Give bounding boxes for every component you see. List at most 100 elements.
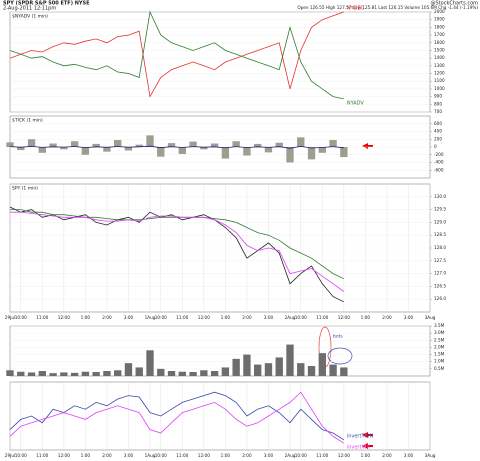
- y-tick-label: 128.5: [434, 232, 446, 237]
- x-tick-label: 12:00: [338, 453, 350, 458]
- y-tick-label: 126.0: [434, 296, 446, 301]
- bar: [92, 143, 100, 147]
- bar: [70, 372, 79, 376]
- y-tick-label: 127.5: [434, 258, 446, 263]
- x-tick-label: 1:00: [221, 315, 231, 320]
- bar: [254, 143, 262, 147]
- bar: [340, 147, 348, 158]
- x-tick-label: 12:00: [58, 453, 70, 458]
- y-tick-label: 900: [434, 94, 442, 99]
- bar: [318, 353, 326, 376]
- y-tick-label: 0.5M: [434, 366, 445, 371]
- bar: [17, 147, 25, 151]
- bar: [157, 147, 165, 157]
- series-label: invertVIX: [347, 445, 371, 451]
- x-tick-label: 11:00: [36, 315, 48, 320]
- bar: [243, 354, 251, 376]
- bar: [114, 140, 122, 147]
- bar: [146, 350, 154, 376]
- x-tick-label: 1:00: [81, 453, 91, 458]
- bar: [189, 141, 197, 147]
- bar: [286, 344, 294, 376]
- x-tick-label: 12:00: [58, 315, 70, 320]
- bar: [329, 364, 337, 376]
- bar: [60, 372, 68, 376]
- x-tick-label: 10:00: [15, 453, 27, 458]
- bar: [38, 371, 46, 376]
- bar: [49, 143, 57, 147]
- bar: [60, 147, 68, 150]
- x-tick-label: 2:00: [242, 315, 252, 320]
- bar: [167, 371, 176, 376]
- series-line: [9, 10, 344, 100]
- y-tick-label: 400: [434, 129, 442, 134]
- x-tick-label: 10:00: [155, 315, 167, 320]
- series-line: [9, 391, 345, 441]
- series-line: [9, 145, 344, 149]
- bar: [232, 141, 240, 147]
- panel-title: SPY (1 min): [12, 186, 38, 192]
- x-tick-label: 11:00: [176, 315, 188, 320]
- bar: [286, 147, 294, 163]
- y-tick-label: 2.0M: [434, 344, 445, 349]
- bar: [189, 372, 197, 376]
- bar: [6, 142, 14, 147]
- y-tick-label: 3.0M: [434, 330, 445, 335]
- y-tick-label: 1200: [434, 71, 445, 76]
- y-tick-label: 3.5M: [434, 323, 445, 328]
- arrow: [362, 143, 373, 149]
- y-tick-label: 1900: [434, 17, 445, 22]
- bar: [92, 372, 100, 376]
- x-tick-label: 2:00: [242, 453, 252, 458]
- y-tick-label: 600: [434, 121, 442, 126]
- bar: [200, 370, 208, 376]
- quote: Open 126.55 High 127.57 Low 125.81 Last …: [297, 5, 478, 10]
- y-tick-label: 800: [434, 101, 442, 106]
- series-line: [9, 11, 344, 98]
- bar: [210, 143, 219, 147]
- x-tick-label: 2Aug: [285, 453, 296, 458]
- y-tick-label: 2.5M: [434, 337, 445, 342]
- x-tick-label: 1:00: [361, 315, 371, 320]
- bar: [49, 373, 57, 376]
- y-tick-label: 0: [434, 144, 437, 149]
- x-tick-label: 10:00: [15, 315, 27, 320]
- bar: [178, 371, 186, 376]
- x-tick-label: 2:00: [102, 453, 112, 458]
- x-tick-label: 3:00: [264, 453, 274, 458]
- x-tick-label: 3:00: [264, 315, 274, 320]
- y-tick-label: -400: [434, 160, 444, 165]
- bar: [264, 363, 273, 376]
- bar: [27, 372, 36, 376]
- x-tick-label: 1Aug: [145, 315, 156, 320]
- y-tick-label: 1000: [434, 86, 445, 91]
- series-label: invertTRIN: [347, 433, 374, 439]
- bar: [297, 137, 305, 147]
- bar: [297, 363, 305, 376]
- bar: [243, 147, 251, 156]
- y-tick-label: 1600: [434, 40, 445, 45]
- bar: [124, 363, 133, 376]
- x-tick-label: 3:00: [124, 315, 134, 320]
- bar: [6, 370, 14, 376]
- y-tick-label: 126.5: [434, 283, 446, 288]
- bar: [27, 139, 36, 147]
- y-tick-label: 1400: [434, 55, 445, 60]
- x-tick-label: 11:00: [36, 453, 48, 458]
- bar: [81, 371, 90, 376]
- bar: [81, 147, 90, 155]
- y-tick-label: 200: [434, 136, 442, 141]
- x-tick-label: 11:00: [316, 453, 328, 458]
- bar: [167, 143, 176, 147]
- x-tick-label: 29Jul: [5, 315, 15, 320]
- bar: [146, 135, 154, 147]
- bar: [103, 371, 111, 376]
- x-tick-label: 1:00: [221, 453, 231, 458]
- x-tick-label: 12:00: [198, 315, 210, 320]
- x-tick-label: 29Jul: [5, 453, 15, 458]
- bar: [307, 366, 316, 376]
- bar: [210, 371, 219, 376]
- bar: [17, 371, 25, 376]
- x-tick-label: 10:00: [295, 453, 307, 458]
